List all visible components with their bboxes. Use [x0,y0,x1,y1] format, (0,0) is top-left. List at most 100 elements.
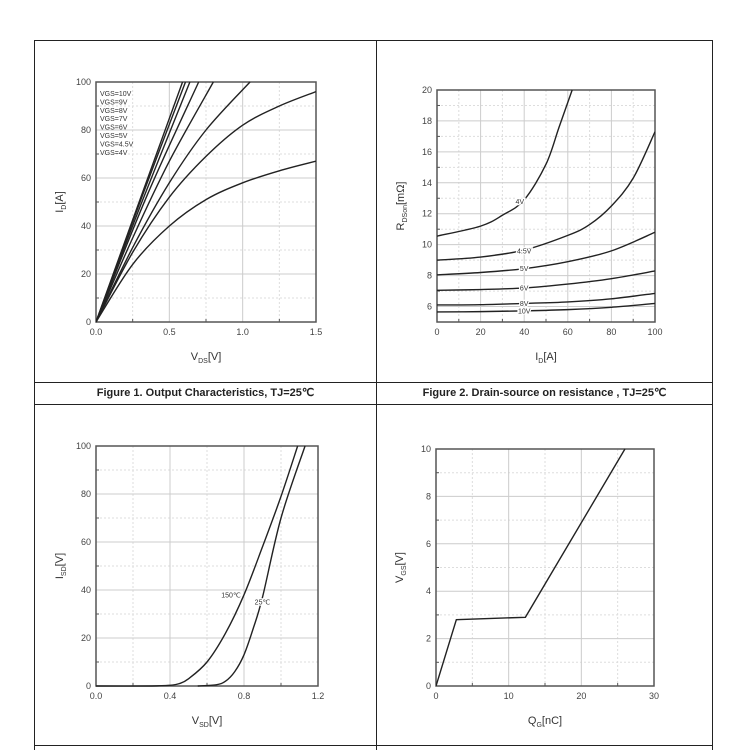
y-axis-title: ISD[V] [54,553,68,579]
y-tick-label: 6 [426,539,431,549]
x-tick-label: 80 [606,327,616,337]
y-tick-label: 0 [86,681,91,691]
x-tick-label: 0 [433,691,438,701]
x-tick-label: 1.2 [312,691,325,701]
axis-title-symbol: V [192,715,200,727]
y-tick-label: 40 [81,585,91,595]
chart-2: 0 20 40 60 80 100 6 8 10 12 14 16 18 20 ID[A] RDSon[mΩ]… [395,85,663,365]
y-tick-label: 8 [426,491,431,501]
series-line [96,81,200,323]
x-tick-label: 0 [434,327,439,337]
caption-row-top-border [34,382,713,383]
y-tick-label: 8 [427,271,432,281]
x-tick-label: 60 [563,327,573,337]
x-tick-label: 0.8 [238,691,251,701]
legend-entry: VGS=4V [100,150,128,157]
chart-4: 0 10 20 30 0 2 4 6 8 10 QG[nC] VGS[V] [394,444,659,729]
axis-title-symbol: I [54,576,66,579]
series-label: 150℃ [221,592,241,599]
plot-frame [95,81,317,323]
table-left-border [34,40,35,750]
series-label: 25℃ [255,600,271,607]
series-line [437,131,655,261]
series-line [437,270,655,291]
y-tick-label: 20 [81,633,91,643]
plot-frame [435,448,655,687]
axis-title-subscript: G [536,722,541,729]
series-label: 6V [520,285,529,292]
y-tick-label: 12 [422,209,432,219]
series-line [437,89,573,237]
chart-3: 0.0 0.4 0.8 1.2 0 20 40 60 80 100 VSD[V] ISD[V] 150℃… [54,441,324,729]
axis-title-unit: [nC] [542,715,562,727]
y-tick-label: 100 [76,441,91,451]
y-tick-label: 6 [427,302,432,312]
legend-entry: VGS=6V [100,125,128,132]
x-tick-label: 1.0 [236,327,249,337]
axis-title-unit: [V] [208,351,221,363]
y-tick-label: 4 [426,586,431,596]
y-tick-label: 60 [81,537,91,547]
plot-frame [436,89,656,323]
y-axis-title: VGS[V] [394,552,408,583]
series-line [96,90,316,323]
x-axis-title: VSD[V] [192,715,223,729]
x-tick-label: 30 [649,691,659,701]
series-line [437,231,655,276]
axis-title-subscript: DS [198,358,208,365]
caption-row-bottom-border [34,404,713,405]
series-line [96,81,214,323]
legend-entry: VGS=7V [100,116,128,123]
x-tick-label: 0.4 [164,691,177,701]
y-tick-label: 80 [81,125,91,135]
axis-title-symbol: I [54,210,66,213]
y-tick-label: 100 [76,77,91,87]
series-label: 4.5V [517,248,532,255]
series-line [96,81,251,323]
figure-1-caption: Figure 1. Output Characteristics, TJ=25℃ [96,387,315,399]
axis-title-symbol: Q [528,715,537,727]
axis-title-subscript: SD [199,722,209,729]
table-right-border [712,40,713,750]
y-tick-label: 2 [426,634,431,644]
x-tick-label: 100 [647,327,662,337]
y-tick-label: 16 [422,147,432,157]
axis-title-subscript: DSon [402,205,409,223]
y-tick-label: 0 [426,681,431,691]
x-tick-label: 10 [504,691,514,701]
axis-title-unit: [A] [54,191,66,204]
legend-entry: VGS=5V [100,133,128,140]
x-tick-label: 0.0 [90,691,103,701]
y-tick-label: 20 [422,85,432,95]
series-line [437,302,655,313]
figure-2-caption: Figure 2. Drain-source on resistance , T… [422,387,667,399]
x-tick-label: 1.5 [310,327,323,337]
axis-title-symbol: I [535,351,538,363]
series-line [96,445,299,687]
y-tick-label: 0 [86,317,91,327]
series-line [436,448,626,687]
legend-entry: VGS=10V [100,91,132,98]
axis-title-symbol: V [191,351,199,363]
x-tick-label: 40 [519,327,529,337]
y-tick-label: 18 [422,116,432,126]
x-axis-title: VDS[V] [191,351,222,365]
series-label: 8V [520,301,529,308]
x-tick-label: 0.0 [90,327,103,337]
series-line [437,292,655,306]
axis-title-unit: [V] [394,552,406,565]
y-tick-label: 80 [81,489,91,499]
x-axis-title: QG[nC] [528,715,562,729]
series-label: 10V [518,308,531,315]
y-tick-label: 10 [422,240,432,250]
x-axis-title: ID[A] [535,351,557,365]
y-axis-title: RDSon[mΩ] [395,182,409,231]
chart-1: 0.0 0.5 1.0 1.5 0 20 40 60 80 100 VDS[V] ID[A] VGS=1… [54,77,322,365]
y-tick-label: 20 [81,269,91,279]
legend-entry: VGS=9V [100,99,128,106]
y-tick-label: 40 [81,221,91,231]
legend-entry: VGS=8V [100,108,128,115]
axis-title-symbol: R [395,222,407,230]
axis-title-subscript: GS [401,565,408,575]
